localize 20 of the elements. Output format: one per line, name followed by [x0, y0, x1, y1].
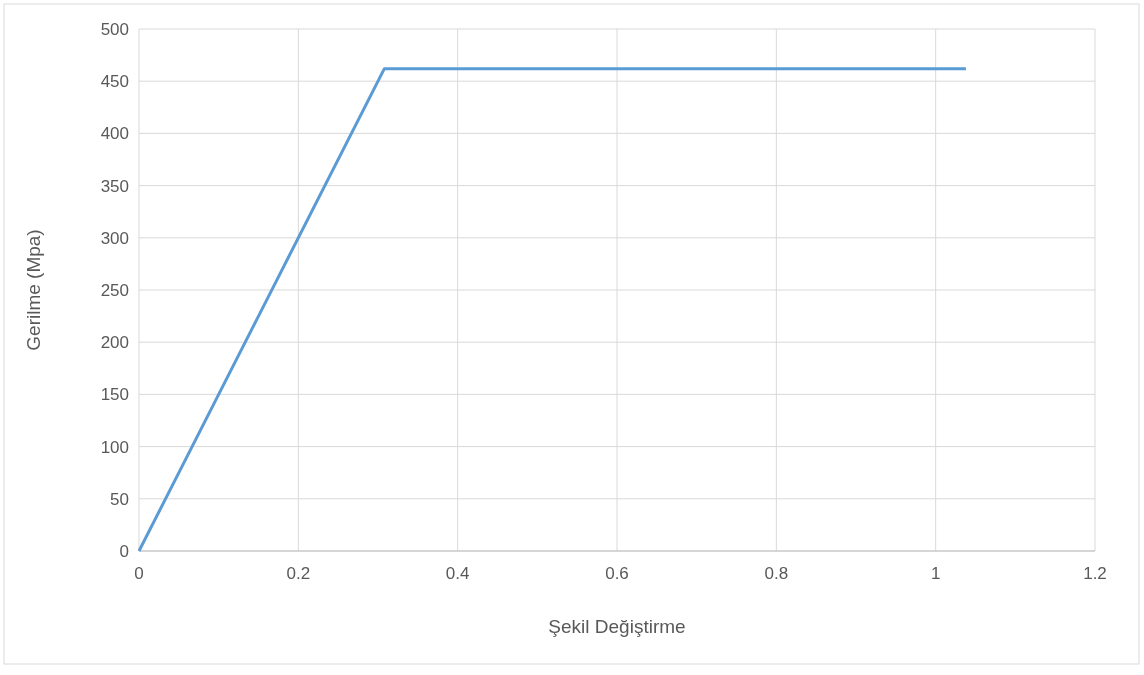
y-tick-label: 300	[100, 228, 129, 248]
y-tick-label: 500	[100, 19, 129, 39]
y-tick-label: 250	[100, 280, 129, 300]
x-tick-label: 1.2	[1083, 564, 1107, 583]
x-tick-label: 0.4	[445, 564, 470, 583]
x-tick-label: 0.6	[605, 564, 629, 583]
y-tick-label: 50	[110, 489, 129, 509]
x-tick-label: 0	[134, 564, 144, 583]
x-axis-title: Şekil Değiştirme	[548, 616, 686, 637]
y-tick-label: 450	[100, 72, 129, 92]
y-tick-label: 350	[100, 176, 129, 196]
x-tick-label: 0.2	[286, 564, 311, 583]
y-tick-label: 200	[100, 333, 129, 353]
y-axis-title: Gerilme (Mpa)	[23, 229, 44, 351]
x-tick-label: 0.8	[764, 564, 789, 583]
y-tick-label: 150	[100, 385, 129, 405]
y-tick-label: 0	[119, 541, 129, 561]
y-tick-label: 100	[100, 437, 129, 457]
y-tick-label: 400	[100, 124, 129, 144]
x-tick-label: 1	[930, 564, 941, 583]
